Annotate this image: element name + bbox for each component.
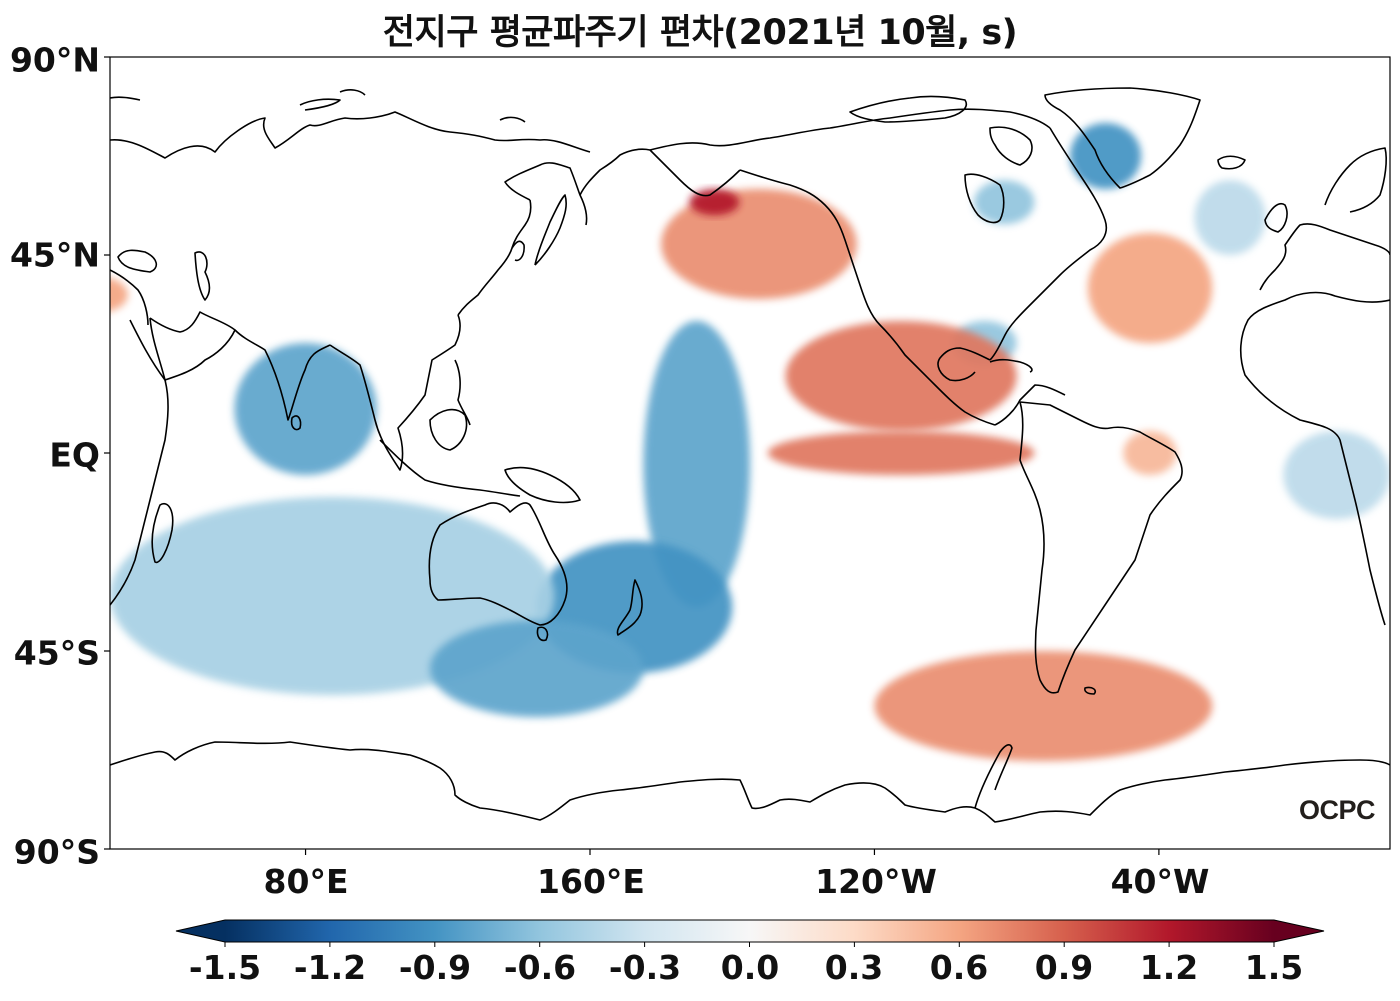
coastline-korea bbox=[511, 240, 525, 262]
x-tick-label-160e: 160°E bbox=[537, 862, 645, 901]
colorbar-label: 0.0 bbox=[720, 948, 780, 987]
colorbar-label: 0.9 bbox=[1034, 948, 1094, 987]
colorbar-label: 0.3 bbox=[824, 948, 884, 987]
colorbar-label: -0.6 bbox=[503, 948, 577, 987]
x-tick-label-120w: 120°W bbox=[815, 862, 937, 901]
coastline-turkey-levant bbox=[110, 269, 149, 326]
colorbar-label: -1.2 bbox=[293, 948, 367, 987]
y-tick-label-45n: 45°N bbox=[9, 235, 100, 275]
y-tick-label-90s: 90°S bbox=[13, 832, 100, 872]
x-tick-label-40w: 40°W bbox=[1110, 862, 1210, 901]
coastline-kamchatka bbox=[579, 194, 588, 226]
anomaly-region: Gulf of Alaska / NE Pacific: 0.7 s bbox=[661, 189, 857, 299]
coastline-greenland bbox=[1044, 87, 1201, 189]
colorbar-label: -0.3 bbox=[608, 948, 682, 987]
y-tick-label-eq: EQ bbox=[49, 435, 100, 475]
colorbar bbox=[175, 919, 1325, 947]
coastline-alaska bbox=[649, 149, 741, 197]
coastline-australia bbox=[428, 502, 568, 626]
anomaly-region: Southeast Pacific / Drake Passage: 0.7 s bbox=[874, 651, 1213, 761]
coastline-north-america-arctic bbox=[649, 108, 1051, 151]
anomaly-region: Eastern Mediterranean: 0.6 s bbox=[110, 278, 128, 312]
coastline-south-america bbox=[1019, 401, 1183, 694]
anomaly-region: Davis Strait / Baffin Bay: -0.9 s bbox=[1070, 123, 1142, 189]
coastline-north-america-east bbox=[989, 127, 1108, 361]
coastline-india bbox=[234, 329, 331, 421]
coastline-iceland bbox=[1217, 155, 1246, 170]
anomaly-region: South of Australia: -0.8 s bbox=[430, 620, 644, 717]
coastline-central-america bbox=[994, 384, 1066, 426]
chart-title: 전지구 평균파주기 편차(2021년 10월, s) bbox=[382, 13, 1018, 53]
coastline-caribbean-cuba bbox=[989, 358, 1033, 373]
coastline-gulf-of-mexico bbox=[937, 347, 991, 382]
coastline-japan bbox=[534, 194, 567, 266]
coastline-se-asia bbox=[329, 314, 461, 471]
coastline-antarctica bbox=[110, 741, 1390, 823]
colorbar-label: 0.6 bbox=[929, 948, 989, 987]
coastline-borneo bbox=[429, 408, 468, 451]
coastline-black-sea bbox=[117, 249, 158, 273]
anomaly-field: Central-West Pacific (dateline, 0–35°N t… bbox=[110, 123, 1390, 761]
coastline-new-siberian bbox=[499, 116, 526, 123]
anomaly-region: Northeast Atlantic west of Ireland: -0.4… bbox=[1194, 180, 1266, 256]
coastline-hudson-bay bbox=[964, 173, 1005, 224]
coastline-antarctic-peninsula bbox=[974, 744, 1013, 809]
coastline-africa-east bbox=[110, 317, 169, 606]
coastlines bbox=[110, 87, 1390, 823]
y-tick-label-45s: 45°S bbox=[13, 633, 100, 673]
y-tick-label-90n: 90°N bbox=[9, 40, 100, 80]
coastline-okhotsk bbox=[504, 148, 651, 201]
coastline-tasmania bbox=[536, 626, 549, 642]
anomaly-region: Equatorial Atlantic off Brazil: 0.5 s bbox=[1123, 431, 1177, 475]
colorbar-label: 1.5 bbox=[1244, 948, 1304, 987]
coastline-sumatra-java bbox=[379, 439, 521, 497]
coastline-british-isles bbox=[1264, 202, 1288, 233]
coastline-china bbox=[457, 199, 532, 316]
anomaly-region: Gulf of Guinea / SE Atlantic: -0.4 s bbox=[1283, 431, 1390, 519]
coastline-africa-west bbox=[1239, 291, 1390, 626]
axis-ticks bbox=[104, 56, 1160, 855]
colorbar-label: -1.5 bbox=[188, 948, 262, 987]
anomaly-region: Central-West Pacific (dateline, 0–35°N t… bbox=[643, 321, 751, 607]
coastline-new-guinea bbox=[504, 466, 581, 504]
coastline-north-america-west bbox=[739, 169, 996, 426]
coastline-sri-lanka bbox=[290, 415, 302, 431]
coastline-baffin-island bbox=[989, 126, 1033, 166]
coastline-new-zealand bbox=[616, 579, 643, 636]
x-tick-label-80e: 80°E bbox=[263, 862, 349, 901]
coastline-scandinavia bbox=[1324, 147, 1387, 213]
colorbar-label: 1.2 bbox=[1139, 948, 1199, 987]
coastline-madagascar bbox=[151, 503, 174, 564]
coastline-canadian-archipelago bbox=[849, 95, 967, 123]
colorbar-extend-high bbox=[1274, 920, 1324, 942]
colorbar-body bbox=[225, 920, 1274, 942]
colorbar-extend-low bbox=[176, 920, 225, 942]
coastline-philippines bbox=[454, 359, 471, 426]
anomaly-region: Arabian Sea / Bay of Bengal: -0.8 s bbox=[234, 343, 377, 475]
coastline-europe-west bbox=[1259, 223, 1390, 291]
ocpc-logo: OCPC bbox=[1299, 795, 1376, 825]
coastline-novaya-zemlya bbox=[299, 98, 341, 111]
anomaly-region: Eastern Pacific off Mexico: 0.8 s bbox=[785, 321, 1017, 431]
anomaly-region: Southeast Tropical Pacific: 0.8 s bbox=[767, 431, 1035, 475]
coastline-severnaya-zemlya bbox=[339, 89, 366, 96]
coastline-caspian bbox=[194, 251, 211, 301]
coastline-falklands bbox=[1084, 686, 1097, 695]
anomaly-region: North Atlantic (central): 0.6 s bbox=[1087, 233, 1213, 343]
colorbar-label: -0.9 bbox=[398, 948, 472, 987]
colorbar-ticks bbox=[224, 942, 1275, 947]
coastline-eurasia-arctic bbox=[110, 111, 591, 159]
coastline-svalbard bbox=[110, 96, 141, 101]
